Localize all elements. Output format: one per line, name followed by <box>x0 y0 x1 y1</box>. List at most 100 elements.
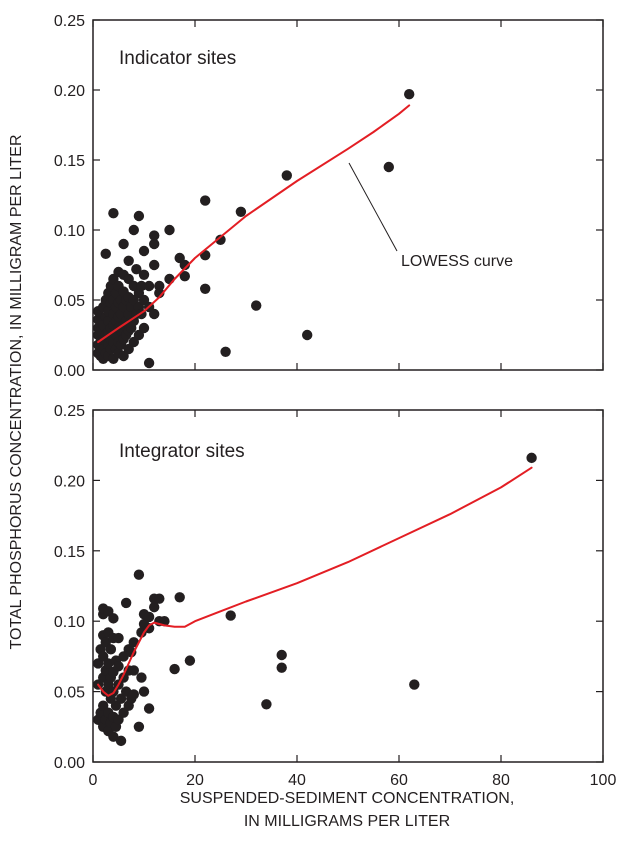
integrator-y-ticks: 0.00 0.05 0.10 0.15 0.20 0.25 <box>54 403 603 772</box>
data-point <box>220 346 231 357</box>
integrator-lowess-curve <box>97 466 533 697</box>
data-point <box>261 699 272 710</box>
integrator-x-tick-labels: 0 20 40 60 80 100 <box>89 772 617 789</box>
data-point <box>108 613 119 624</box>
data-point <box>138 322 150 334</box>
data-point <box>154 593 165 604</box>
integrator-x-tick-label: 20 <box>186 772 204 789</box>
data-point <box>123 255 134 266</box>
integrator-x-tick-label: 40 <box>288 772 306 789</box>
lowess-annotation-leader <box>348 162 398 252</box>
data-point <box>164 224 175 236</box>
data-point <box>184 655 196 666</box>
data-point <box>138 269 150 280</box>
indicator-y-tick-label: 0.10 <box>54 223 85 240</box>
data-point <box>136 627 147 638</box>
indicator-y-tick-label: 0.20 <box>54 83 85 100</box>
data-point <box>133 721 145 732</box>
data-point <box>383 161 394 173</box>
integrator-x-tick-label: 80 <box>492 772 510 789</box>
indicator-y-tick-label: 0.15 <box>54 153 85 170</box>
data-point <box>126 646 137 658</box>
lowess-annotation-label: LOWESS curve <box>401 253 513 270</box>
data-point <box>143 703 155 714</box>
data-point <box>276 649 287 661</box>
data-point <box>113 632 124 644</box>
integrator-y-tick-label: 0.15 <box>54 544 85 561</box>
data-point <box>143 623 155 634</box>
data-point <box>100 248 111 259</box>
data-point <box>113 661 124 672</box>
integrator-y-tick-label: 0.00 <box>54 755 85 772</box>
data-point <box>174 592 185 603</box>
data-point <box>105 644 117 655</box>
data-point <box>136 672 147 683</box>
data-point <box>251 300 262 311</box>
indicator-points <box>92 89 415 369</box>
integrator-x-tick-label: 100 <box>590 772 617 789</box>
integrator-y-tick-label: 0.25 <box>54 403 85 420</box>
x-axis-title-line1: SUSPENDED-SEDIMENT CONCENTRATION, <box>180 790 515 807</box>
data-point <box>115 735 127 747</box>
integrator-x-ticks <box>92 410 604 762</box>
data-point <box>149 259 160 271</box>
indicator-y-tick-label: 0.05 <box>54 293 85 310</box>
indicator-y-ticks: 0.00 0.05 0.10 0.15 0.20 0.25 <box>54 13 603 380</box>
data-point <box>215 234 226 245</box>
data-point <box>169 663 180 675</box>
data-point <box>526 452 537 464</box>
data-point <box>200 195 211 206</box>
data-point <box>149 308 160 320</box>
indicator-y-tick-label: 0.00 <box>54 363 85 380</box>
integrator-sites-panel: 0.00 0.05 0.10 0.15 0.20 0.25 0 20 40 60 80 100 In… <box>54 403 617 789</box>
data-point <box>128 637 139 648</box>
data-point <box>128 665 139 676</box>
integrator-panel-title: Integrator sites <box>119 441 245 462</box>
data-point <box>149 238 160 250</box>
data-point <box>128 224 139 236</box>
data-point <box>143 611 155 623</box>
data-point <box>164 273 175 285</box>
x-axis-title-line2: IN MILLIGRAMS PER LITER <box>244 813 450 830</box>
data-point <box>108 208 119 219</box>
data-point <box>225 610 236 621</box>
data-point <box>235 206 247 217</box>
data-point <box>179 271 190 282</box>
y-axis-title: TOTAL PHOSPHORUS CONCENTRATION, IN MILLI… <box>8 134 25 649</box>
data-point <box>404 89 415 100</box>
data-point <box>138 686 150 697</box>
data-point <box>133 569 145 580</box>
data-point <box>131 264 142 275</box>
data-point <box>200 283 211 294</box>
data-point <box>276 662 287 673</box>
data-point <box>138 245 150 257</box>
data-point <box>149 601 160 613</box>
integrator-plot-frame <box>92 409 604 763</box>
data-point <box>179 259 190 271</box>
indicator-panel-title: Indicator sites <box>119 48 236 69</box>
indicator-lowess-curve <box>97 104 411 343</box>
integrator-points <box>92 452 537 747</box>
indicator-x-ticks <box>92 20 604 370</box>
data-point <box>302 329 313 341</box>
data-point <box>128 689 139 700</box>
data-point <box>409 679 420 690</box>
data-point <box>281 170 292 181</box>
data-point <box>120 597 132 609</box>
data-point <box>136 280 147 292</box>
integrator-y-tick-label: 0.05 <box>54 685 85 702</box>
data-point <box>143 280 155 292</box>
integrator-y-tick-label: 0.10 <box>54 614 85 631</box>
data-point <box>143 357 155 369</box>
integrator-x-tick-label: 60 <box>390 772 408 789</box>
data-point <box>154 280 165 292</box>
indicator-plot-frame <box>92 19 604 371</box>
integrator-x-tick-label: 0 <box>89 772 98 789</box>
data-point <box>149 230 160 241</box>
integrator-y-tick-label: 0.20 <box>54 473 85 490</box>
data-point <box>108 731 119 742</box>
indicator-y-tick-label: 0.25 <box>54 13 85 30</box>
indicator-sites-panel: 0.00 0.05 0.10 0.15 0.20 0.25 Indicator sites… <box>54 13 604 380</box>
data-point <box>133 210 145 222</box>
